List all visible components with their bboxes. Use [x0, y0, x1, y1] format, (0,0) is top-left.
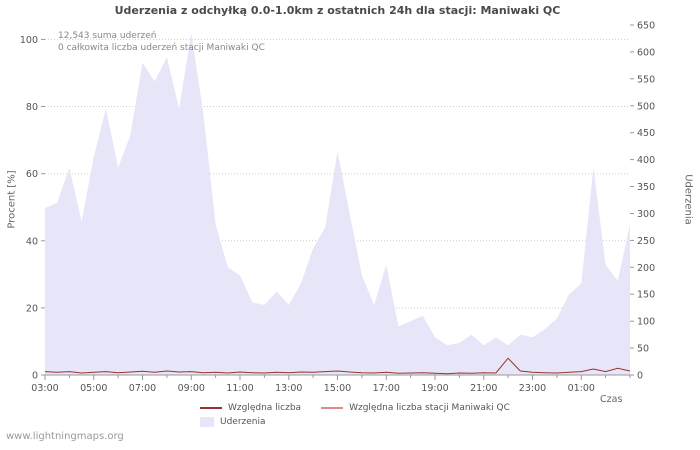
legend-item-station: Względna liczba stacji Maniwaki QC	[321, 403, 510, 413]
svg-text:23:00: 23:00	[519, 383, 546, 394]
svg-text:200: 200	[637, 263, 655, 274]
area-series-uderzenia	[45, 33, 630, 375]
svg-text:09:00: 09:00	[178, 383, 205, 394]
legend-label-relative: Względna liczba	[228, 403, 302, 413]
svg-text:40: 40	[26, 236, 38, 247]
station-strikes-annotation: 0 całkowita liczba uderzeń stacji Maniwa…	[58, 43, 265, 53]
svg-text:0: 0	[637, 371, 643, 382]
svg-text:60: 60	[26, 169, 38, 180]
svg-text:21:00: 21:00	[470, 383, 497, 394]
legend-area-swatch-strikes	[200, 417, 214, 427]
line-series-1	[44, 357, 631, 375]
svg-text:20: 20	[26, 303, 38, 314]
svg-text:15:00: 15:00	[324, 383, 351, 394]
svg-text:01:00: 01:00	[568, 383, 595, 394]
svg-text:17:00: 17:00	[373, 383, 400, 394]
svg-text:500: 500	[637, 101, 655, 112]
svg-text:03:00: 03:00	[31, 383, 58, 394]
svg-text:50: 50	[637, 344, 649, 355]
tick-labels: 0 20 40 60 80 100 0 50 100 150 200 250 300 350 400 450 5…	[20, 21, 655, 395]
svg-text:11:00: 11:00	[226, 383, 253, 394]
svg-text:05:00: 05:00	[80, 383, 107, 394]
legend-label-station: Względna liczba stacji Maniwaki QC	[349, 403, 510, 413]
total-strikes-annotation: 12,543 suma uderzeń	[58, 31, 157, 41]
svg-text:250: 250	[637, 236, 655, 247]
svg-text:07:00: 07:00	[129, 383, 156, 394]
legend-row-lines: Względna liczba Względna liczba stacji M…	[200, 403, 530, 413]
svg-text:100: 100	[20, 35, 38, 46]
svg-text:0: 0	[32, 371, 38, 382]
legend-line-swatch-relative	[200, 407, 222, 409]
legend-row-area: Uderzenia	[200, 417, 530, 427]
axes	[41, 24, 634, 380]
svg-text:400: 400	[637, 155, 655, 166]
left-axis-label: Procent [%]	[6, 170, 18, 229]
legend-item-relative: Względna liczba	[200, 403, 301, 413]
legend: Względna liczba Względna liczba stacji M…	[200, 403, 530, 431]
svg-text:450: 450	[637, 128, 655, 139]
watermark-link[interactable]: www.lightningmaps.org	[6, 431, 124, 442]
svg-text:13:00: 13:00	[275, 383, 302, 394]
svg-text:100: 100	[637, 317, 655, 328]
svg-text:550: 550	[637, 74, 655, 85]
legend-line-swatch-station	[321, 407, 344, 409]
svg-text:80: 80	[26, 102, 38, 113]
svg-text:600: 600	[637, 47, 655, 58]
right-axis-label: Uderzenia	[682, 174, 694, 225]
page-title: Uderzenia z odchyłką 0.0-1.0km z ostatni…	[114, 4, 561, 17]
svg-text:19:00: 19:00	[421, 383, 448, 394]
x-axis-label: Czas	[600, 394, 623, 405]
legend-label-strikes: Uderzenia	[220, 417, 266, 427]
svg-text:350: 350	[637, 182, 655, 193]
svg-text:300: 300	[637, 209, 655, 220]
legend-item-strikes: Uderzenia	[200, 417, 266, 427]
svg-text:150: 150	[637, 290, 655, 301]
svg-text:650: 650	[637, 21, 655, 32]
